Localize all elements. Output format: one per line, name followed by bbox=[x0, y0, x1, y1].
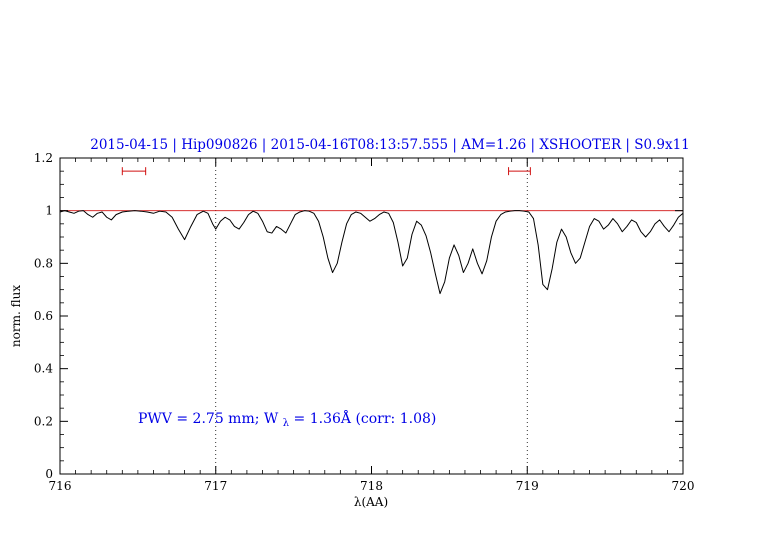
pwv-annotation-subscript: λ bbox=[283, 418, 290, 429]
y-tick-label: 0.2 bbox=[34, 414, 53, 428]
spectrum-line bbox=[59, 210, 684, 295]
x-tick-label: 717 bbox=[204, 479, 227, 493]
y-axis-label: norm. flux bbox=[9, 285, 23, 347]
y-tick-label: 0.4 bbox=[34, 362, 53, 376]
pwv-annotation-rest: = 1.36Å (corr: 1.08) bbox=[294, 409, 437, 427]
x-tick-label: 719 bbox=[516, 479, 539, 493]
y-tick-label: 1 bbox=[45, 204, 53, 218]
pwv-annotation: PWV = 2.75 mm; W λ = 1.36Å (corr: 1.08) bbox=[138, 409, 436, 430]
x-tick-label: 720 bbox=[672, 479, 695, 493]
y-tick-label: 1.2 bbox=[34, 151, 53, 165]
x-tick-label: 718 bbox=[360, 479, 383, 493]
plot-title: 2015-04-15 | Hip090826 | 2015-04-16T08:1… bbox=[90, 137, 690, 153]
pwv-annotation-main: PWV = 2.75 mm; W bbox=[138, 411, 279, 427]
x-tick-label: 716 bbox=[49, 479, 72, 493]
plot-dynamic-over: 716 717 718 719 720 0 0.2 0.4 0.6 0.8 1 1.2 bbox=[34, 151, 695, 493]
x-axis-label: λ(AA) bbox=[354, 495, 388, 509]
y-tick-label: 0 bbox=[45, 467, 53, 481]
y-tick-label: 0.8 bbox=[34, 256, 53, 270]
plot-dynamic-under bbox=[59, 158, 684, 474]
y-tick-label: 0.6 bbox=[34, 309, 53, 323]
